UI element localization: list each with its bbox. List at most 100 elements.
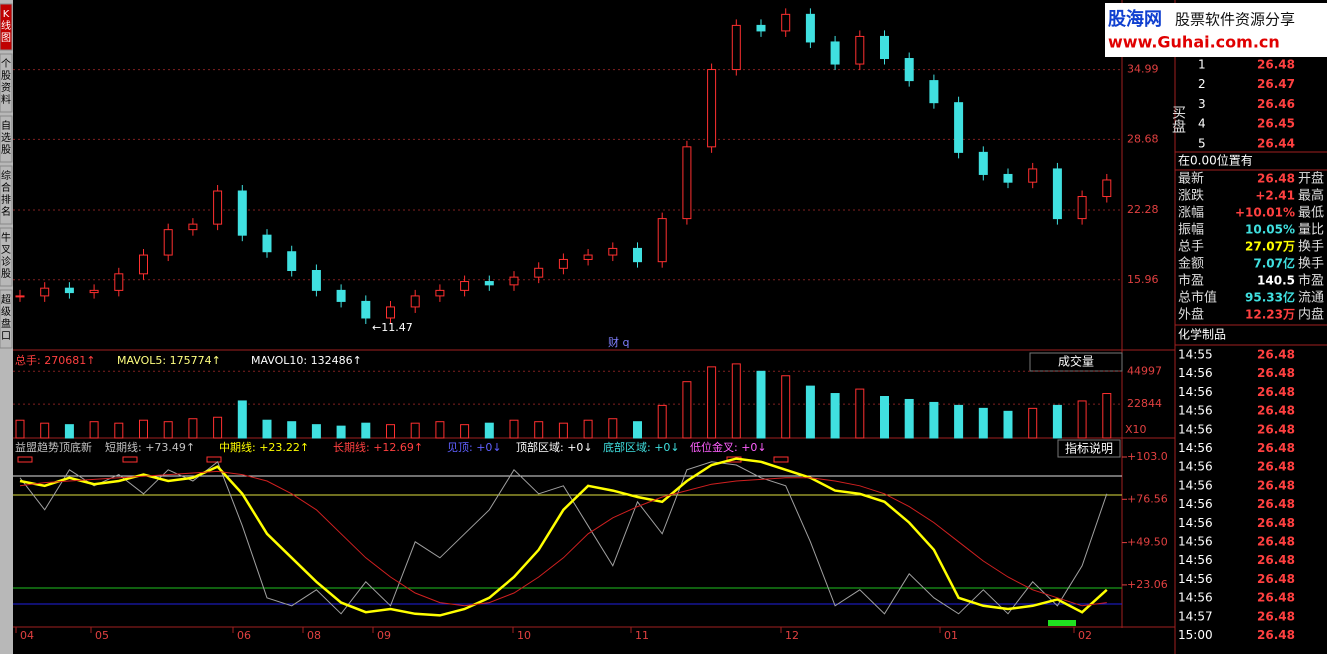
sidebar-label: 牛 — [1, 231, 11, 244]
trade-price: 26.48 — [1257, 609, 1295, 623]
sidebar-label: 级 — [1, 306, 11, 318]
stat-next-label: 内盘 — [1298, 307, 1324, 323]
volume-bar — [534, 421, 544, 439]
candle — [682, 146, 692, 220]
x-tick-label: 02 — [1078, 629, 1092, 642]
x-tick-label: 09 — [377, 629, 391, 642]
sidebar-tab[interactable] — [0, 165, 13, 225]
y-tick-label: 28.68 — [1127, 132, 1159, 145]
trade-price: 26.48 — [1257, 535, 1295, 549]
stat-label: 总市值 — [1178, 290, 1217, 306]
candle — [163, 229, 173, 256]
sidebar-label: 图 — [1, 32, 11, 44]
x-tick-label: 10 — [517, 629, 531, 642]
candle — [188, 223, 198, 231]
candle — [954, 102, 964, 153]
volume-bar — [880, 396, 889, 439]
stat-next-label: 量比 — [1298, 223, 1324, 238]
volume-bar — [1052, 404, 1062, 439]
indicator-header: 见顶: +0↓ — [447, 441, 502, 454]
sidebar-tab[interactable] — [0, 289, 13, 349]
stat-value: 27.07万 — [1245, 240, 1295, 254]
volume-header: MAVOL5: 175774↑ — [117, 354, 221, 367]
stat-value: 7.07亿 — [1253, 256, 1295, 271]
volume-bar — [1077, 400, 1087, 439]
candle — [731, 24, 741, 71]
trade-time: 14:56 — [1178, 478, 1213, 492]
trade-price: 26.48 — [1257, 385, 1295, 399]
volume-bar — [682, 381, 692, 439]
y-tick-label: 22.28 — [1127, 203, 1159, 216]
sidebar-tab[interactable] — [0, 53, 13, 113]
trade-time: 14:55 — [1178, 348, 1213, 362]
volume-bar — [114, 422, 124, 439]
volume-bar — [139, 419, 148, 439]
bid-level: 5 — [1198, 136, 1206, 150]
y-tick-label: 22844 — [1127, 397, 1162, 410]
bid-level: 3 — [1198, 97, 1206, 111]
indicator-header: 短期线: +73.49↑ — [105, 440, 195, 454]
volume-bar — [657, 404, 667, 439]
trade-time: 14:56 — [1178, 591, 1213, 605]
bid-level: 4 — [1198, 117, 1206, 131]
indicator-header: 中期线: +23.22↑ — [219, 440, 309, 454]
sidebar-label: 合 — [1, 181, 11, 194]
bid-title: 买盘 — [1170, 105, 1186, 133]
trade-time: 14:57 — [1178, 609, 1213, 623]
sidebar-label: 资 — [1, 82, 11, 94]
volume-bar — [410, 422, 420, 439]
trade-price: 26.48 — [1257, 460, 1295, 474]
volume-bar — [830, 393, 840, 439]
sector: 化学制品 — [1178, 327, 1226, 342]
sidebar-tab[interactable] — [0, 227, 13, 287]
x-tick-label: 04 — [20, 629, 34, 642]
candle — [64, 287, 74, 294]
y-tick-label: 34.99 — [1127, 63, 1159, 76]
stat-value: 140.5 — [1257, 274, 1295, 288]
volume-bar — [855, 388, 865, 439]
candle — [361, 300, 371, 319]
volume-bar — [1028, 407, 1038, 439]
stat-next-label: 换手 — [1298, 257, 1324, 272]
volume-bar — [904, 398, 914, 439]
candle — [1102, 179, 1112, 198]
trade-price: 26.48 — [1257, 572, 1295, 586]
candle — [509, 276, 519, 286]
candle — [139, 254, 148, 275]
stat-label: 振幅 — [1178, 223, 1204, 238]
volume-bar — [336, 425, 346, 439]
bid-level: 2 — [1198, 77, 1206, 91]
trade-price: 26.48 — [1257, 553, 1295, 567]
sidebar-label: 综 — [1, 169, 11, 182]
stat-next-label: 最低 — [1298, 206, 1324, 221]
bid-price: 26.47 — [1257, 77, 1295, 91]
stat-label: 市盈 — [1178, 273, 1204, 289]
candle — [1003, 173, 1013, 183]
stat-value: 95.33亿 — [1245, 290, 1295, 305]
sidebar-label: 股 — [1, 268, 11, 280]
candle — [114, 273, 124, 291]
indicator-header: 长期线: +12.69↑ — [333, 440, 423, 454]
y-tick-label: +76.56 — [1127, 492, 1168, 505]
trade-time: 14:56 — [1178, 385, 1213, 399]
sidebar-tab[interactable] — [0, 3, 13, 51]
volume-bar — [460, 424, 470, 439]
selector-box[interactable] — [1029, 352, 1123, 372]
x-tick-label: 08 — [307, 629, 321, 642]
unit-label: X10 — [1125, 423, 1147, 436]
sidebar-tab[interactable] — [0, 115, 13, 163]
trade-price: 26.48 — [1257, 591, 1295, 605]
candle — [213, 190, 223, 225]
indicator-button[interactable] — [1057, 439, 1121, 458]
trade-time: 14:56 — [1178, 516, 1213, 530]
sidebar-label: 股 — [1, 70, 11, 82]
x-tick-label: 01 — [944, 629, 958, 642]
x-tick-label: 12 — [785, 629, 799, 642]
trade-time: 14:56 — [1178, 441, 1213, 455]
candle — [657, 218, 667, 263]
volume-bar — [484, 422, 494, 439]
candle — [904, 58, 914, 82]
candle — [880, 35, 889, 60]
trade-time: 14:56 — [1178, 572, 1213, 586]
